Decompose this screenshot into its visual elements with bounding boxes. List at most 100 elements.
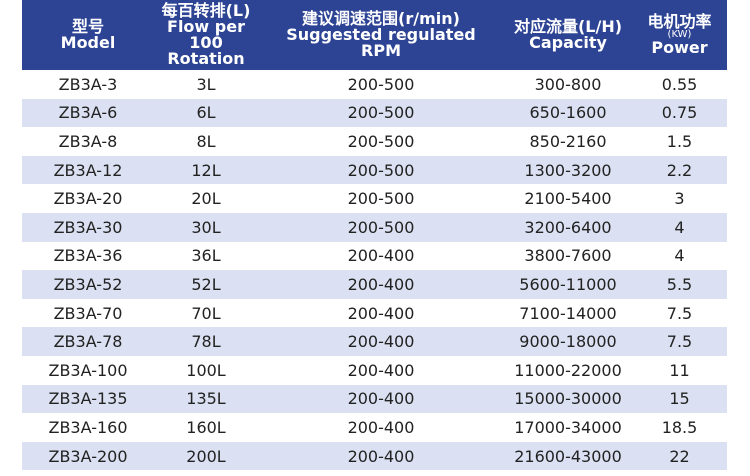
header-text: Model — [60, 33, 116, 52]
table-cell: 12L — [191, 160, 221, 180]
table-cell: 200-400 — [347, 246, 415, 266]
table-cell: ZB3A-78 — [53, 332, 123, 352]
table-cell: 200-400 — [347, 360, 415, 380]
table-row: ZB3A-100 100L 200-400 11000-22000 11 — [22, 356, 727, 385]
table-cell: 200-500 — [347, 217, 415, 237]
table-cell: 20L — [191, 189, 221, 209]
table-cell: ZB3A-36 — [53, 246, 123, 266]
table-cell: ZB3A-200 — [48, 446, 128, 466]
table-row: ZB3A-20 20L 200-500 2100-5400 3 — [22, 184, 727, 213]
table-cell: 3200-6400 — [524, 217, 612, 237]
table-row: ZB3A-52 52L 200-400 5600-11000 5.5 — [22, 270, 727, 299]
spec-table: 型号 Model 每百转排(L) Flow per 100 Rotation 建议调速范围… — [22, 0, 727, 471]
header-cell: 每百转排(L) Flow per 100 Rotation — [154, 0, 258, 70]
table-cell: 5.5 — [666, 274, 693, 294]
table-cell: 7.5 — [666, 303, 693, 323]
table-cell: 3800-7600 — [524, 246, 612, 266]
table-cell: ZB3A-20 — [53, 189, 123, 209]
table-cell: ZB3A-30 — [53, 217, 123, 237]
table-cell: 100L — [186, 360, 226, 380]
header-text: Flow per 100 — [167, 17, 245, 52]
table-cell: ZB3A-6 — [58, 103, 118, 123]
header-text: Power — [651, 38, 708, 57]
table-cell: ZB3A-12 — [53, 160, 123, 180]
header-cell: 对应流量(L/H) Capacity — [504, 0, 632, 70]
table-cell: 0.75 — [661, 103, 698, 123]
table-cell: 160L — [186, 417, 226, 437]
table-cell: 200-400 — [347, 274, 415, 294]
table-cell: 650-1600 — [529, 103, 607, 123]
header-text: Suggested regulated — [286, 25, 476, 44]
table-cell: 135L — [186, 389, 226, 409]
table-cell: 30L — [191, 217, 221, 237]
table-cell: ZB3A-52 — [53, 274, 123, 294]
table-row: ZB3A-30 30L 200-500 3200-6400 4 — [22, 212, 727, 242]
table-header: 型号 Model 每百转排(L) Flow per 100 Rotation 建议调速范围… — [22, 0, 727, 70]
table-row: ZB3A-6 6L 200-500 650-1600 0.75 — [22, 98, 727, 128]
table-cell: 4 — [674, 217, 685, 237]
header-text: 对应流量(L/H) — [513, 17, 623, 36]
table-row: ZB3A-135 135L 200-400 15000-30000 15 — [22, 384, 727, 414]
table-cell: 200-400 — [347, 417, 415, 437]
table-cell: 2.2 — [666, 160, 693, 180]
header-text: RPM — [361, 41, 401, 60]
table-row: ZB3A-200 200L 200-400 21600-43000 22 — [22, 441, 727, 471]
header-text: Rotation — [167, 49, 245, 68]
table-cell: 200-500 — [347, 103, 415, 123]
table-cell: ZB3A-70 — [53, 303, 123, 323]
table-cell: 2100-5400 — [524, 189, 612, 209]
table-cell: 78L — [191, 332, 221, 352]
table-row: ZB3A-8 8L 200-500 850-2160 1.5 — [22, 127, 727, 156]
table-cell: 36L — [191, 246, 221, 266]
table-cell: ZB3A-135 — [48, 389, 128, 409]
header-cell: 型号 Model — [22, 0, 154, 70]
table-cell: 200-500 — [347, 160, 415, 180]
table-row: ZB3A-78 78L 200-400 9000-18000 7.5 — [22, 327, 727, 356]
table-cell: ZB3A-3 — [58, 74, 118, 94]
table-cell: 52L — [191, 274, 221, 294]
table-cell: 4 — [674, 246, 685, 266]
header-text: 建议调速范围(r/min) — [302, 9, 460, 28]
table-cell: 200-500 — [347, 74, 415, 94]
header-text: 每百转排(L) — [161, 1, 251, 20]
table-cell: 3 — [674, 189, 685, 209]
table-cell: 8L — [196, 131, 216, 151]
header-cell: 建议调速范围(r/min) Suggested regulated RPM — [258, 0, 504, 70]
table-row: ZB3A-160 160L 200-400 17000-34000 18.5 — [22, 413, 727, 442]
table-cell: 3L — [196, 74, 216, 94]
table-cell: 6L — [196, 103, 216, 123]
table-cell: 22 — [669, 446, 690, 466]
header-text: 电机功率 — [647, 12, 712, 31]
table-cell: 9000-18000 — [519, 332, 617, 352]
table-cell: 200L — [186, 446, 226, 466]
table-cell: 0.55 — [661, 74, 698, 94]
table-cell: 300-800 — [534, 74, 602, 94]
table-cell: ZB3A-100 — [48, 360, 128, 380]
table-cell: 200-400 — [347, 303, 415, 323]
table-row: ZB3A-70 70L 200-400 7100-14000 7.5 — [22, 299, 727, 328]
table-cell: 11 — [669, 360, 690, 380]
table-cell: 200-400 — [347, 332, 415, 352]
table-cell: 850-2160 — [529, 131, 607, 151]
header-text: Capacity — [529, 33, 607, 52]
table-row: ZB3A-12 12L 200-500 1300-3200 2.2 — [22, 155, 727, 185]
table-cell: 7100-14000 — [519, 303, 617, 323]
table-cell: 5600-11000 — [519, 274, 617, 294]
table-cell: ZB3A-160 — [48, 417, 128, 437]
table-cell: 18.5 — [661, 417, 698, 437]
table-cell: ZB3A-8 — [58, 131, 118, 151]
table-row: ZB3A-3 3L 200-500 300-800 0.55 — [22, 70, 727, 99]
table-cell: 1.5 — [666, 131, 693, 151]
table-cell: 17000-34000 — [514, 417, 622, 437]
table-cell: 200-500 — [347, 131, 415, 151]
header-text: (KW) — [667, 29, 692, 40]
table-cell: 15 — [669, 389, 690, 409]
table-cell: 11000-22000 — [514, 360, 622, 380]
table-cell: 200-400 — [347, 389, 415, 409]
header-cell: 电机功率 (KW) Power — [632, 0, 727, 70]
table-cell: 7.5 — [666, 332, 693, 352]
table-cell: 200-500 — [347, 189, 415, 209]
table-cell: 15000-30000 — [514, 389, 622, 409]
table-cell: 200-400 — [347, 446, 415, 466]
table-row: ZB3A-36 36L 200-400 3800-7600 4 — [22, 242, 727, 271]
